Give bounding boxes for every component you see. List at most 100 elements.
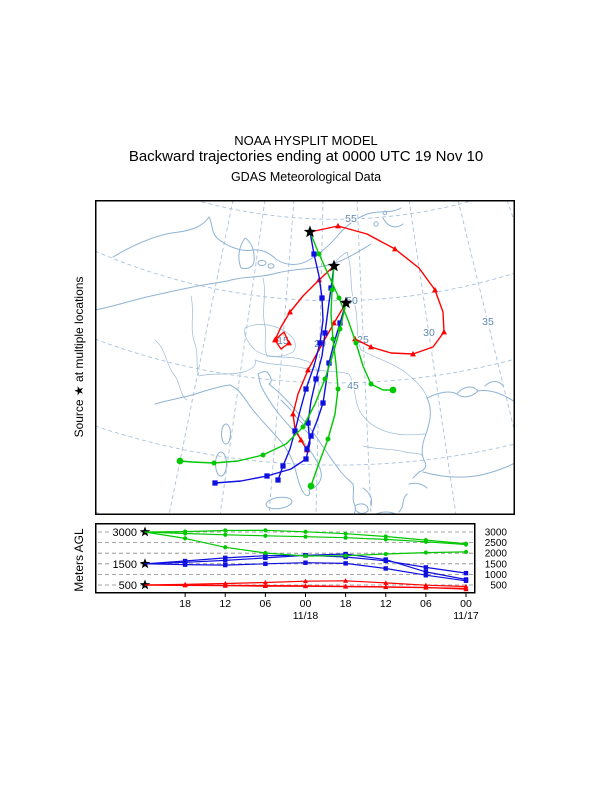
profile-frame bbox=[95, 523, 476, 594]
profile-marker bbox=[383, 580, 389, 585]
profile-marker bbox=[463, 542, 469, 547]
profile-right-label: 2500 bbox=[485, 538, 508, 549]
profile-marker bbox=[263, 550, 268, 556]
trajectory-marker bbox=[410, 350, 416, 357]
trajectory-marker bbox=[389, 386, 397, 394]
trajectory-marker bbox=[311, 251, 317, 257]
profile-right-label: 3000 bbox=[485, 528, 508, 539]
profile-marker bbox=[423, 539, 428, 544]
profile-marker bbox=[223, 545, 228, 550]
trajectory-marker bbox=[273, 335, 279, 342]
profile-marker bbox=[343, 578, 349, 583]
graticule-label-35: 35 bbox=[482, 316, 494, 328]
profile-marker bbox=[383, 551, 388, 557]
trajectory-marker bbox=[298, 436, 304, 443]
profile-marker bbox=[463, 586, 469, 592]
profile-marker bbox=[263, 528, 268, 533]
x-date-label: 11/17 bbox=[453, 610, 479, 622]
profile-marker bbox=[222, 582, 228, 588]
trajectory-marker bbox=[432, 286, 438, 293]
profile-marker bbox=[383, 584, 389, 589]
trajectory-path-500m-source-2 bbox=[274, 265, 335, 350]
profile-marker bbox=[423, 582, 429, 588]
profile-left-label: 1500 bbox=[113, 559, 137, 571]
x-date-label: 11/18 bbox=[293, 610, 319, 622]
graticule-label-25: 25 bbox=[357, 334, 369, 346]
trajectory-marker bbox=[305, 420, 311, 426]
trajectory-marker bbox=[275, 477, 281, 483]
trajectory-marker bbox=[353, 340, 359, 346]
trajectory-marker bbox=[303, 386, 309, 392]
trajectory-marker bbox=[286, 339, 292, 346]
trajectory-marker bbox=[368, 343, 374, 350]
trajectory-marker bbox=[304, 446, 310, 452]
profile-marker bbox=[262, 582, 268, 588]
trajectory-path-3000m-source-3 bbox=[179, 302, 347, 464]
trajectory-marker bbox=[330, 336, 336, 342]
trajectory-path-500m-source-3 bbox=[292, 302, 347, 451]
profile-marker bbox=[303, 560, 308, 565]
trajectory-marker bbox=[392, 245, 398, 252]
profile-right-label: 1000 bbox=[485, 570, 508, 581]
x-tick-label: 18 bbox=[179, 598, 191, 610]
trajectory-marker bbox=[329, 287, 335, 293]
trajectory-marker bbox=[322, 376, 328, 382]
trajectory-marker bbox=[176, 457, 184, 465]
profile-marker bbox=[182, 582, 188, 588]
trajectory-marker bbox=[280, 463, 286, 469]
trajectory-marker bbox=[290, 410, 296, 417]
profile-marker bbox=[183, 536, 188, 541]
graticule-label-45: 45 bbox=[347, 380, 359, 392]
graticule-labels: 5550451520253035 bbox=[276, 212, 495, 394]
profile-marker bbox=[223, 562, 228, 568]
trajectory-marker bbox=[212, 480, 218, 486]
graticule-label-30: 30 bbox=[423, 327, 435, 339]
x-tick-label: 12 bbox=[380, 598, 392, 610]
graticule-label-55: 55 bbox=[345, 213, 357, 225]
europe-coastlines bbox=[95, 207, 515, 515]
profile-marker bbox=[262, 579, 268, 585]
profile-marker bbox=[182, 558, 188, 564]
trajectory-marker bbox=[326, 360, 332, 366]
map-frame bbox=[95, 200, 515, 515]
source-star bbox=[303, 225, 317, 238]
profile-marker bbox=[423, 584, 429, 590]
profile-side-label: Meters AGL bbox=[72, 528, 86, 592]
profile-marker bbox=[343, 583, 349, 589]
trajectories bbox=[176, 222, 447, 490]
profile-marker bbox=[303, 578, 308, 584]
x-tick-label: 06 bbox=[420, 598, 432, 610]
trajectory-marker bbox=[335, 386, 341, 392]
trajectory-path-1500m-source-1 bbox=[277, 231, 324, 481]
profile-right-label: 2000 bbox=[485, 549, 508, 560]
trajectory-path-500m-source-1 bbox=[309, 225, 445, 355]
trajectory-marker bbox=[292, 428, 298, 434]
profile-left-label: 500 bbox=[119, 580, 137, 592]
profile-marker bbox=[343, 553, 348, 558]
profile-marker bbox=[383, 537, 388, 542]
trajectory-marker bbox=[300, 424, 306, 430]
trajectory-marker bbox=[331, 319, 337, 326]
figure-title: Backward trajectories ending at 0000 UTC… bbox=[128, 148, 484, 165]
trajectory-marker bbox=[316, 251, 322, 257]
profile-marker bbox=[423, 550, 428, 555]
trajectory-marker bbox=[441, 328, 447, 335]
profile-marker bbox=[423, 573, 429, 578]
profile-marker bbox=[423, 569, 429, 575]
trajectory-marker bbox=[264, 473, 270, 479]
profile-marker bbox=[343, 561, 348, 566]
trajectory-marker bbox=[211, 460, 217, 466]
profile-marker bbox=[303, 529, 308, 534]
trajectory-path-3000m-source-2 bbox=[310, 265, 339, 487]
trajectory-marker bbox=[325, 436, 331, 442]
profile-marker bbox=[423, 565, 429, 570]
trajectory-marker bbox=[336, 295, 342, 301]
profile-marker bbox=[183, 531, 188, 536]
met-data-label: GDAS Meteorological Data bbox=[230, 170, 382, 184]
profile-left-label: 3000 bbox=[113, 527, 137, 539]
profile-marker bbox=[263, 533, 268, 538]
profile-marker bbox=[303, 534, 308, 539]
profile-right-label: 1500 bbox=[485, 559, 508, 570]
